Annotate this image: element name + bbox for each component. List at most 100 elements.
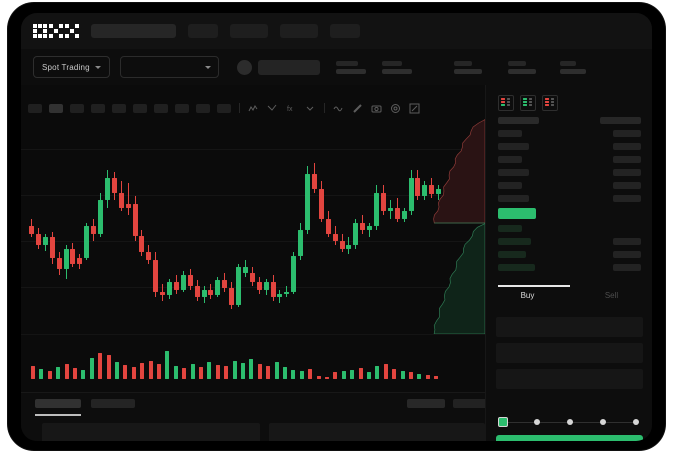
orderbook-bid-price[interactable] bbox=[498, 264, 535, 271]
orderbook-ask-price[interactable] bbox=[498, 169, 529, 176]
orderbook-bid-price[interactable] bbox=[498, 251, 526, 258]
camera-icon[interactable] bbox=[371, 103, 382, 114]
stat-label bbox=[335, 60, 358, 66]
tab-sell[interactable]: Sell bbox=[604, 291, 619, 300]
volume-bar bbox=[199, 366, 203, 379]
nav-item-0[interactable] bbox=[188, 24, 218, 38]
device-frame: OKX bbox=[8, 3, 665, 450]
timeframe-button-8[interactable] bbox=[196, 103, 210, 113]
candlestick-chart[interactable] bbox=[21, 119, 485, 334]
trading-mode-dropdown[interactable]: Spot Trading bbox=[33, 56, 110, 78]
orderbook-ask-amount[interactable] bbox=[613, 182, 641, 189]
volume-bar bbox=[249, 359, 254, 379]
wave-icon[interactable] bbox=[333, 103, 344, 114]
submit-order-button[interactable] bbox=[496, 435, 643, 441]
timeframe-button-6[interactable] bbox=[154, 103, 168, 113]
timeframe-button-2[interactable] bbox=[70, 103, 84, 113]
ruler-icon[interactable] bbox=[352, 103, 363, 114]
total-field[interactable] bbox=[496, 369, 643, 389]
volume-bar bbox=[299, 370, 304, 379]
orderbook-bid-price[interactable] bbox=[498, 225, 522, 232]
bottom-action-1[interactable] bbox=[453, 399, 487, 408]
bottom-action-0[interactable] bbox=[407, 399, 445, 408]
timeframe-button-3[interactable] bbox=[91, 103, 105, 113]
bottom-tab-1[interactable] bbox=[91, 399, 135, 408]
slider-step-4[interactable] bbox=[633, 419, 639, 425]
orderbook-bid-amount[interactable] bbox=[613, 251, 641, 258]
volume-bar bbox=[157, 364, 161, 379]
volume-bar bbox=[215, 365, 220, 379]
chevron-down-icon[interactable] bbox=[305, 103, 316, 114]
settings-icon[interactable] bbox=[390, 103, 401, 114]
orderbook-ask-amount[interactable] bbox=[613, 169, 641, 176]
orderbook-bid-amount[interactable] bbox=[613, 264, 641, 271]
volume-bar bbox=[165, 351, 170, 379]
slider-step-1[interactable] bbox=[534, 419, 540, 425]
orderbook-ask-amount[interactable] bbox=[613, 143, 641, 150]
timeframe-button-0[interactable] bbox=[28, 103, 42, 113]
volume-bar bbox=[73, 367, 77, 379]
amount-percent-slider[interactable] bbox=[498, 417, 641, 427]
gridline bbox=[21, 195, 485, 196]
volume-bar bbox=[257, 364, 262, 379]
orderbook-mode-both-icon[interactable] bbox=[498, 95, 514, 111]
volume-bar bbox=[207, 362, 212, 379]
volume-bar bbox=[81, 369, 86, 379]
nav-item-3[interactable] bbox=[330, 24, 360, 38]
nav-item-2[interactable] bbox=[280, 24, 318, 38]
timeframe-button-7[interactable] bbox=[175, 103, 189, 113]
candle-series bbox=[21, 119, 485, 334]
orderbook-current-price[interactable] bbox=[498, 208, 536, 219]
volume-bar bbox=[232, 361, 237, 379]
timeframe-button-1[interactable] bbox=[49, 103, 63, 113]
amount-field[interactable] bbox=[496, 343, 643, 363]
orderbook-ask-price[interactable] bbox=[498, 143, 529, 150]
stat-label bbox=[507, 60, 526, 66]
trading-mode-label: Spot Trading bbox=[42, 62, 90, 72]
stat-value bbox=[559, 68, 586, 74]
timeframe-button-5[interactable] bbox=[133, 103, 147, 113]
orderbook-bid-price[interactable] bbox=[498, 238, 531, 245]
slider-step-2[interactable] bbox=[567, 419, 573, 425]
search-input[interactable] bbox=[91, 24, 176, 38]
tab-buy[interactable]: Buy bbox=[520, 291, 535, 300]
stat-label bbox=[559, 60, 576, 66]
okx-logo[interactable]: OKX bbox=[33, 24, 79, 38]
orderbook-ask-price[interactable] bbox=[498, 130, 522, 137]
orderbook-ask-price[interactable] bbox=[498, 156, 522, 163]
nav-item-1[interactable] bbox=[230, 24, 268, 38]
orderbook-ask-amount[interactable] bbox=[613, 195, 641, 202]
timeframe-button-4[interactable] bbox=[112, 103, 126, 113]
volume-bar bbox=[115, 362, 119, 379]
volume-bar bbox=[400, 370, 405, 379]
chevron-down-icon bbox=[204, 65, 211, 69]
volume-bar bbox=[98, 352, 103, 379]
pair-select[interactable] bbox=[119, 56, 219, 78]
slider-handle[interactable] bbox=[498, 417, 508, 427]
volume-bar bbox=[350, 369, 355, 379]
timeframe-button-9[interactable] bbox=[217, 103, 231, 113]
fullscreen-icon[interactable] bbox=[409, 103, 420, 114]
price-field[interactable] bbox=[496, 317, 643, 337]
volume-histogram bbox=[21, 334, 485, 393]
stat-change bbox=[335, 60, 366, 74]
bottom-tab-0[interactable] bbox=[35, 399, 81, 408]
orderbook-mode-bids-icon[interactable] bbox=[520, 95, 536, 111]
volume-bar bbox=[31, 365, 35, 379]
volume-bar bbox=[325, 377, 329, 379]
orderbook-ask-amount[interactable] bbox=[613, 130, 641, 137]
gridline bbox=[21, 149, 485, 150]
orderbook-bid-amount[interactable] bbox=[613, 238, 641, 245]
line-chart-icon[interactable] bbox=[248, 103, 259, 114]
orderbook-ask-amount[interactable] bbox=[613, 156, 641, 163]
orderbook-ask-price[interactable] bbox=[498, 195, 529, 202]
volume-bar bbox=[358, 367, 363, 379]
order-form-tabs: Buy Sell bbox=[486, 285, 652, 311]
indicator-icon[interactable]: fx bbox=[286, 103, 297, 114]
orderbook-mode-asks-icon[interactable] bbox=[542, 95, 558, 111]
orderbook-ask-price[interactable] bbox=[498, 182, 522, 189]
slider-step-3[interactable] bbox=[600, 419, 606, 425]
trend-line-icon[interactable] bbox=[267, 103, 278, 114]
bottom-content-panel-0 bbox=[42, 423, 260, 441]
